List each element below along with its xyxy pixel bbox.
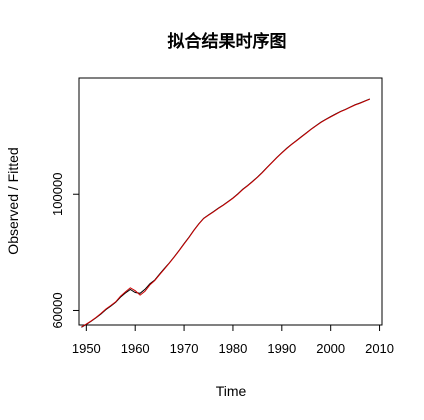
y-tick-label: 100000: [50, 173, 65, 216]
x-tick-label: 1960: [121, 341, 150, 356]
y-axis: 60000 100000: [50, 173, 80, 329]
x-axis-label: Time: [216, 383, 247, 399]
x-tick-label: 1970: [170, 341, 199, 356]
y-axis-label: Observed / Fitted: [5, 147, 21, 254]
series-line-fitted: [81, 98, 370, 328]
x-tick-label: 1950: [72, 341, 101, 356]
x-axis: 1950 1960 1970 1980 1990 2000 2010: [72, 324, 394, 356]
y-tick-label: 60000: [50, 292, 65, 328]
x-tick-label: 1980: [218, 341, 247, 356]
chart-title: 拟合结果时序图: [168, 31, 287, 52]
x-tick-label: 1990: [267, 341, 296, 356]
x-tick-label: 2010: [365, 341, 394, 356]
plot-frame: [78, 77, 383, 326]
plot-area: [81, 98, 370, 328]
x-tick-label: 2000: [316, 341, 345, 356]
